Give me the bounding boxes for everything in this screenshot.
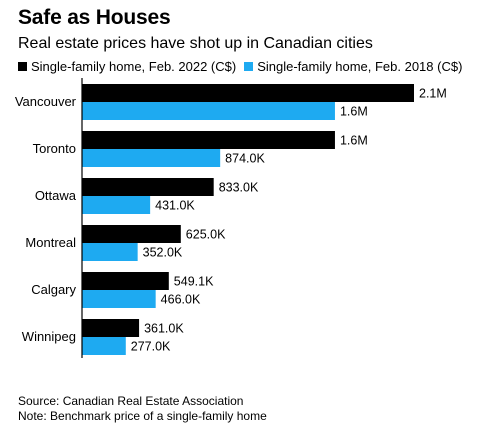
data-label-ottawa-2018: 431.0K [155,199,195,213]
legend-item-2018: Single-family home, Feb. 2018 (C$) [244,59,462,74]
category-label-ottawa: Ottawa [35,188,77,203]
bar-vancouver-2018 [82,102,335,120]
data-label-winnipeg-2018: 277.0K [131,340,171,354]
category-label-winnipeg: Winnipeg [22,329,76,344]
bar-ottawa-2018 [82,196,151,214]
data-label-toronto-2018: 874.0K [225,152,265,166]
legend-item-2022: Single-family home, Feb. 2022 (C$) [18,59,236,74]
legend-label-2022: Single-family home, Feb. 2022 (C$) [31,59,237,74]
bar-vancouver-2022 [82,84,414,102]
bar-montreal-2018 [82,243,138,261]
data-label-vancouver-2018: 1.6M [340,105,368,119]
category-label-vancouver: Vancouver [15,94,77,109]
data-label-toronto-2022: 1.6M [340,134,368,148]
legend-swatch-2018 [244,62,254,71]
chart-subtitle: Real estate prices have shot up in Canad… [18,35,373,52]
footnote: Note: Benchmark price of a single-family… [18,409,267,423]
data-label-calgary-2018: 466.0K [161,293,201,307]
legend-label-2018: Single-family home, Feb. 2018 (C$) [257,59,463,74]
data-label-vancouver-2022: 2.1M [419,87,447,101]
bar-montreal-2022 [82,225,181,243]
bar-toronto-2022 [82,131,335,149]
category-label-toronto: Toronto [33,141,76,156]
bar-calgary-2018 [82,290,156,308]
bar-chart: Vancouver 2.1M 1.6M Toronto 1.6M 874.0K Ottawa… [15,78,447,358]
category-label-montreal: Montreal [25,235,76,250]
bar-ottawa-2022 [82,178,214,196]
data-label-ottawa-2022: 833.0K [219,181,259,195]
bar-winnipeg-2018 [82,337,126,355]
legend-swatch-2022 [18,62,27,71]
bar-winnipeg-2022 [82,319,140,337]
chart-title: Safe as Houses [18,6,171,29]
source-note: Source: Canadian Real Estate Association [18,394,244,408]
category-label-calgary: Calgary [31,282,76,297]
data-label-montreal-2018: 352.0K [143,246,183,260]
data-label-winnipeg-2022: 361.0K [144,322,184,336]
bar-toronto-2018 [82,149,221,167]
data-label-montreal-2022: 625.0K [186,228,226,242]
bar-calgary-2022 [82,272,169,290]
data-label-calgary-2022: 549.1K [174,275,214,289]
legend: Single-family home, Feb. 2022 (C$) Singl… [18,59,470,74]
